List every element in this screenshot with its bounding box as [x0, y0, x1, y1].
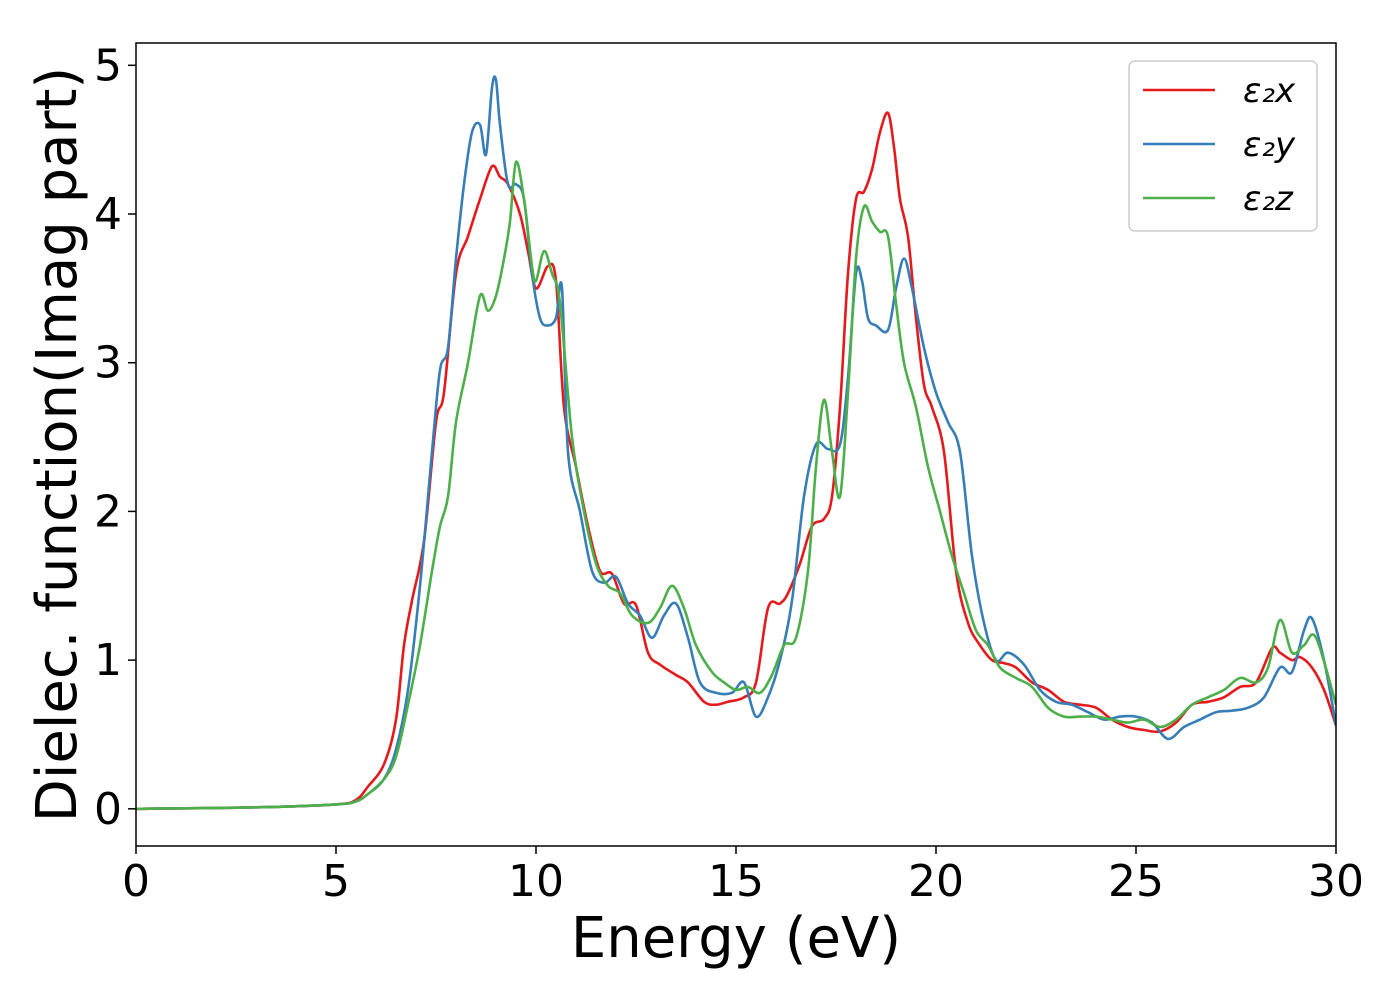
x-tick-label: 15 [708, 856, 764, 907]
x-tick-label: 30 [1308, 856, 1364, 907]
x-tick-label: 0 [122, 856, 150, 907]
legend-label-1: ε₂x [1243, 71, 1296, 111]
x-tick-label: 10 [508, 856, 564, 907]
x-axis-title: Energy (eV) [571, 906, 901, 971]
legend-label-3: ε₂z [1243, 179, 1294, 219]
y-tick-label: 3 [94, 338, 122, 389]
y-tick-label: 5 [94, 40, 122, 91]
x-tick-label: 5 [322, 856, 350, 907]
y-tick-label: 1 [94, 635, 122, 686]
legend: ε₂x ε₂y ε₂z [1128, 60, 1318, 232]
x-tick-label: 25 [1108, 856, 1164, 907]
y-tick-label: 0 [94, 784, 122, 835]
series-layer [136, 75, 1336, 811]
legend-box [1128, 60, 1318, 232]
x-tick-label: 20 [908, 856, 964, 907]
y-tick-label: 4 [94, 189, 122, 240]
series-line-1 [136, 111, 1336, 811]
series-line-3 [136, 160, 1336, 811]
y-axis-title: Dielec. function(Imag part) [25, 67, 90, 823]
y-tick-label: 2 [94, 486, 122, 537]
legend-label-2: ε₂y [1243, 125, 1296, 165]
axis-ticks: 0 5 10 15 20 25 30 0 1 2 3 4 5 [94, 40, 1364, 907]
series-line-2 [136, 75, 1336, 811]
